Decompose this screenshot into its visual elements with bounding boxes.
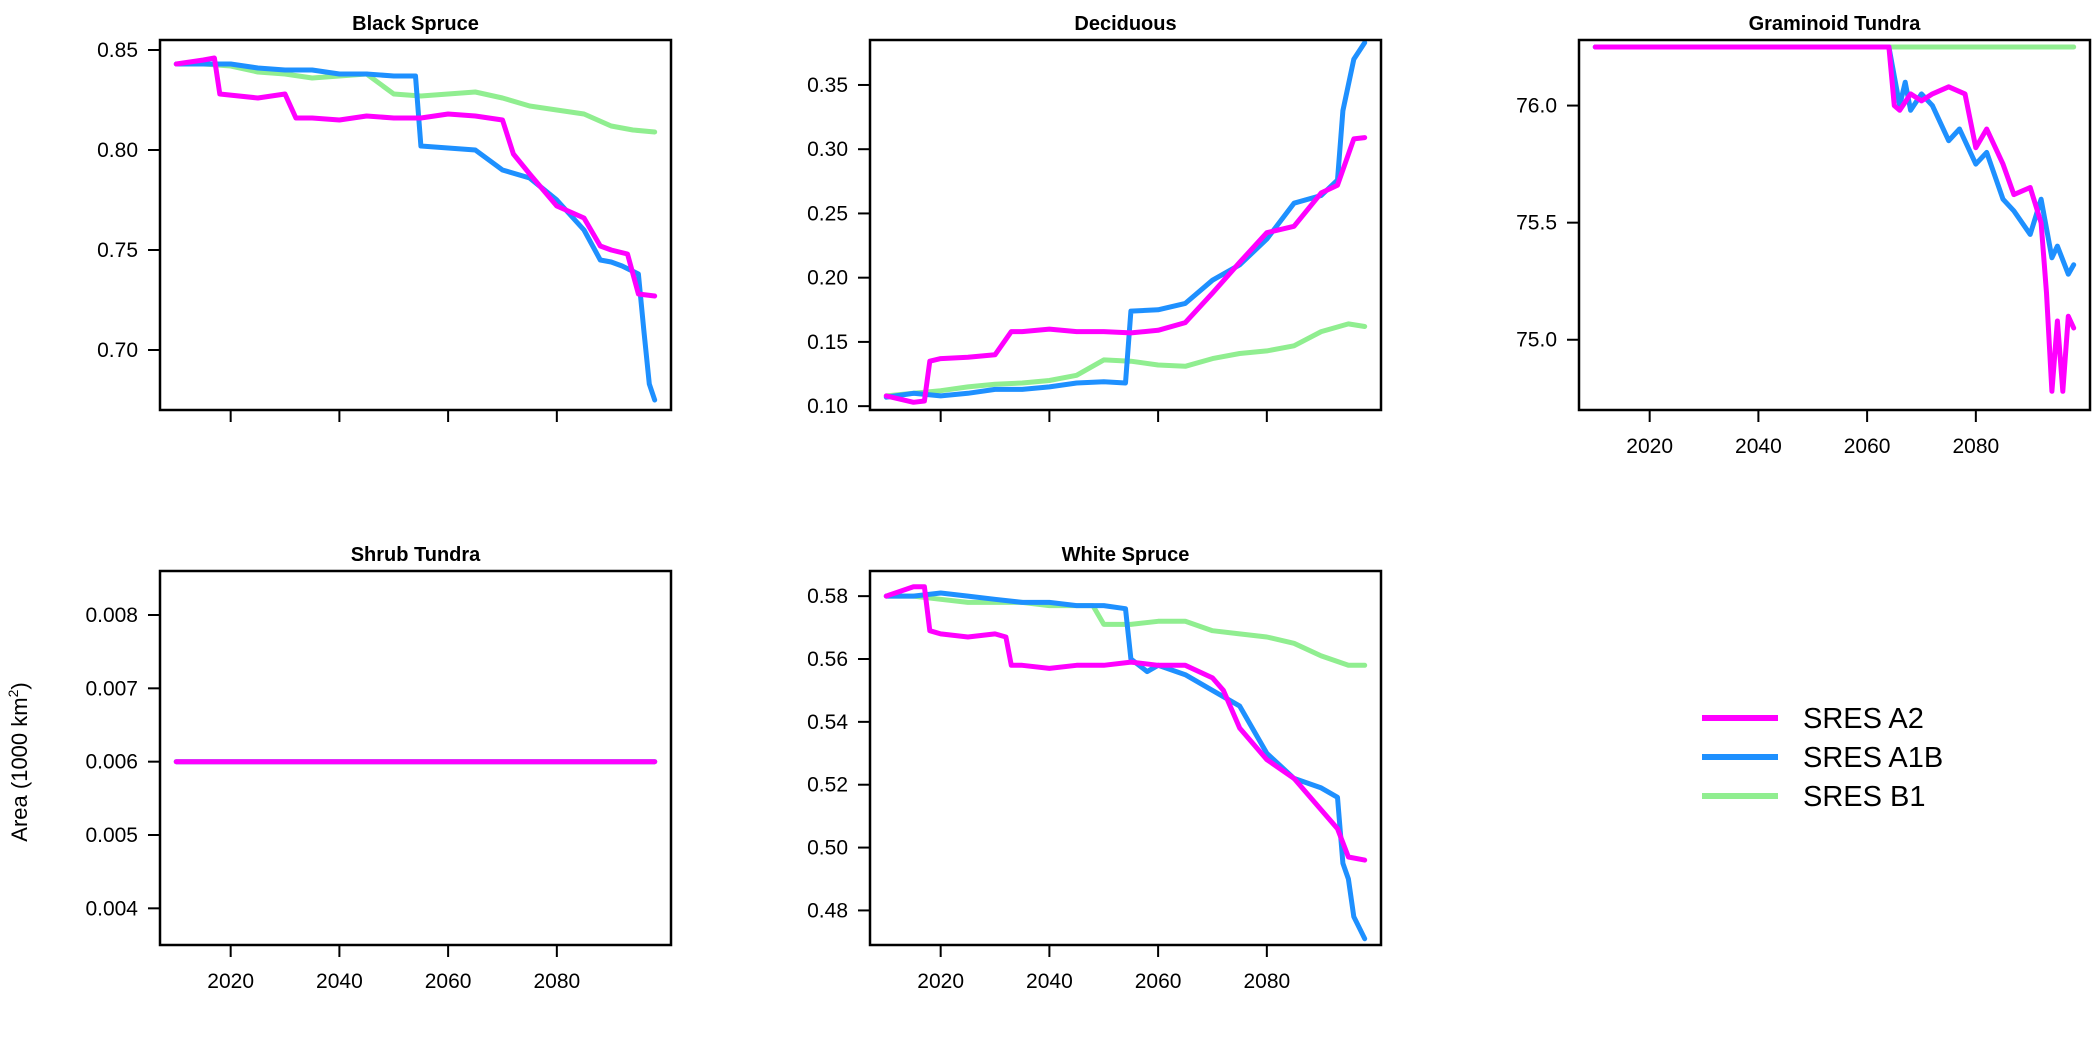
y-tick-label: 0.007: [85, 677, 138, 700]
plot-frame: [868, 569, 1383, 947]
plot-frame: [868, 38, 1383, 412]
y-tick-label: 0.004: [85, 897, 138, 920]
series-line-sres-b1: [883, 321, 1368, 399]
y-axis-label-superscript: 2: [5, 689, 21, 697]
panel-graminoid-tundra: Graminoid Tundra 75.0 75.5 76.0 2020 2040 2060…: [1516, 13, 2092, 458]
y-axis-label-text: Area (1000 km: [7, 697, 32, 841]
y-tick-label: 0.25: [807, 202, 848, 225]
series-line-sres-a2: [1592, 44, 2077, 394]
x-tick-label: 2020: [207, 970, 254, 993]
panels: Black Spruce 0.70 0.75 0.80 0.85 Deciduous 0.1…: [85, 13, 2092, 993]
y-tick-label: 0.48: [807, 899, 848, 922]
y-tick-label: 0.75: [97, 239, 138, 262]
x-tick-label: 2060: [1135, 970, 1182, 993]
series-line-sres-b1: [883, 593, 1368, 668]
x-tick-label: 2080: [1952, 435, 1999, 458]
y-tick-label: 0.70: [97, 339, 138, 362]
panel-black-spruce: Black Spruce 0.70 0.75 0.80 0.85: [97, 13, 673, 422]
x-tick-label: 2040: [316, 970, 363, 993]
series-line-sres-b1: [173, 61, 658, 135]
x-tick-label: 2040: [1735, 435, 1782, 458]
y-tick-label: 0.54: [807, 711, 848, 734]
legend: SRES A2 SRES A1B SRES B1: [1702, 703, 1943, 813]
panel-title: White Spruce: [1062, 544, 1190, 566]
series-line-sres-a1b: [173, 61, 658, 403]
legend-label: SRES A1B: [1803, 742, 1943, 774]
plot-frame: [158, 38, 673, 412]
y-tick-label: 0.35: [807, 74, 848, 97]
series-line-sres-a2: [883, 135, 1368, 405]
panel-title: Deciduous: [1074, 13, 1176, 35]
series-line-sres-a1b: [1592, 44, 2077, 277]
series-line-sres-a1b: [883, 590, 1368, 942]
plot-frame: [1577, 38, 2092, 412]
x-tick-label: 2080: [1243, 970, 1290, 993]
y-tick-label: 76.0: [1516, 95, 1557, 118]
y-tick-label: 0.15: [807, 331, 848, 354]
legend-label: SRES B1: [1803, 781, 1926, 813]
legend-label: SRES A2: [1803, 703, 1924, 735]
x-tick-label: 2080: [533, 970, 580, 993]
y-tick-label: 0.20: [807, 267, 848, 290]
series-line-sres-a2: [173, 55, 658, 299]
y-tick-label: 0.85: [97, 39, 138, 62]
y-tick-label: 0.005: [85, 824, 138, 847]
y-tick-label: 0.30: [807, 138, 848, 161]
y-tick-label: 75.5: [1516, 212, 1557, 235]
panel-shrub-tundra: Shrub Tundra 0.004 0.005 0.006 0.007 0.008 202…: [85, 544, 673, 993]
y-tick-label: 0.006: [85, 751, 138, 774]
y-tick-label: 0.52: [807, 774, 848, 797]
panel-title: Shrub Tundra: [351, 544, 481, 566]
plot-frame: [158, 569, 673, 947]
x-tick-label: 2020: [917, 970, 964, 993]
y-tick-label: 0.58: [807, 585, 848, 608]
panel-title: Graminoid Tundra: [1749, 13, 1922, 35]
x-tick-label: 2020: [1626, 435, 1673, 458]
y-tick-label: 0.008: [85, 604, 138, 627]
panel-white-spruce: White Spruce 0.48 0.50 0.52 0.54 0.56 0.58 2020…: [807, 544, 1383, 993]
x-tick-label: 2060: [425, 970, 472, 993]
panel-title: Black Spruce: [352, 13, 479, 35]
y-tick-label: 0.50: [807, 837, 848, 860]
y-axis-label-close: ): [7, 682, 32, 689]
panel-deciduous: Deciduous 0.10 0.15 0.20 0.25 0.30 0.35: [807, 13, 1383, 422]
y-tick-label: 0.80: [97, 139, 138, 162]
y-tick-label: 0.10: [807, 395, 848, 418]
y-axis-label: Area (1000 km2): [5, 682, 32, 841]
x-tick-label: 2060: [1844, 435, 1891, 458]
x-tick-label: 2040: [1026, 970, 1073, 993]
series-line-sres-a2: [883, 584, 1368, 863]
y-tick-label: 75.0: [1516, 329, 1557, 352]
y-tick-label: 0.56: [807, 648, 848, 671]
